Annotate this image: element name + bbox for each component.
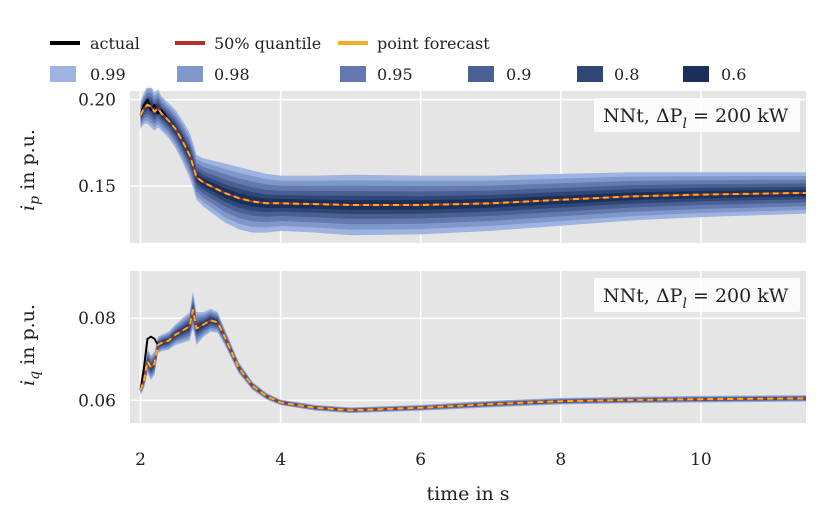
annotation-suffix-ip: = 200 kW <box>687 105 789 127</box>
xtick-label-4: 10 <box>690 450 712 470</box>
annotation-iq: NNt, ΔPl = 200 kW <box>594 278 800 312</box>
legend-swatch-band-4 <box>577 66 603 82</box>
annotation-text-iq: NNt, ΔPl = 200 kW <box>603 285 789 312</box>
legend-label-actual: actual <box>90 34 140 53</box>
band-ip-0.9 <box>140 96 806 219</box>
ylabel-iq: iq in p.u. <box>17 304 43 386</box>
xtick-label-1: 4 <box>275 450 286 470</box>
band-iq-0.95 <box>140 298 806 413</box>
ylabel-ip-sub: p <box>27 196 43 205</box>
legend-label-band-2: 0.95 <box>377 65 413 84</box>
annotation-sub-iq: l <box>682 296 686 312</box>
legend-swatch-band-1 <box>177 66 203 82</box>
legend-label-band-0: 0.99 <box>90 65 126 84</box>
legend-frame <box>40 26 756 88</box>
ylabel-iq-rest: in p.u. <box>17 304 39 371</box>
legend-label-band-3: 0.9 <box>506 65 531 84</box>
annotation-suffix-iq: = 200 kW <box>687 285 789 307</box>
series-point-forecast-iq <box>139 309 807 412</box>
xtick-label-3: 8 <box>555 450 566 470</box>
annotation-ip: NNt, ΔPl = 200 kW <box>594 98 800 132</box>
ylabel-iq-sub: q <box>27 371 43 380</box>
annotation-prefix-ip: NNt, ΔP <box>603 105 683 127</box>
legend-label-band-1: 0.98 <box>214 65 250 84</box>
ytick-label-ip-0: 0.15 <box>78 177 116 197</box>
ytick-label-ip-1: 0.20 <box>78 91 116 111</box>
legend-swatch-band-0 <box>50 66 76 82</box>
legend-label-band-4: 0.8 <box>614 65 639 84</box>
ylabel-iq-var: i <box>17 380 39 386</box>
xlabel: time in s <box>426 483 509 505</box>
series-point-forecast-ip <box>139 103 807 206</box>
ylabel-ip-var: i <box>17 205 39 211</box>
ytick-label-iq-0: 0.06 <box>78 391 116 411</box>
annotation-box-iq <box>594 278 800 312</box>
ylabel-ip: ip in p.u. <box>17 129 43 211</box>
legend-swatch-band-3 <box>468 66 494 82</box>
legend-label-point-forecast: point forecast <box>377 34 490 53</box>
annotation-text-ip: NNt, ΔPl = 200 kW <box>603 105 789 132</box>
legend-label-median: 50% quantile <box>214 34 321 53</box>
annotation-sub-ip: l <box>682 116 686 132</box>
legend: actual 50% quantile point forecast 0.99 … <box>40 26 756 88</box>
annotation-box-ip <box>594 98 800 132</box>
ylabel-ip-rest: in p.u. <box>17 129 39 196</box>
xtick-label-0: 2 <box>135 450 146 470</box>
legend-swatch-band-5 <box>683 66 709 82</box>
annotation-prefix-iq: NNt, ΔP <box>603 285 683 307</box>
legend-swatch-band-2 <box>340 66 366 82</box>
xtick-label-2: 6 <box>415 450 426 470</box>
ytick-label-iq-1: 0.08 <box>78 309 116 329</box>
legend-label-band-5: 0.6 <box>721 65 746 84</box>
